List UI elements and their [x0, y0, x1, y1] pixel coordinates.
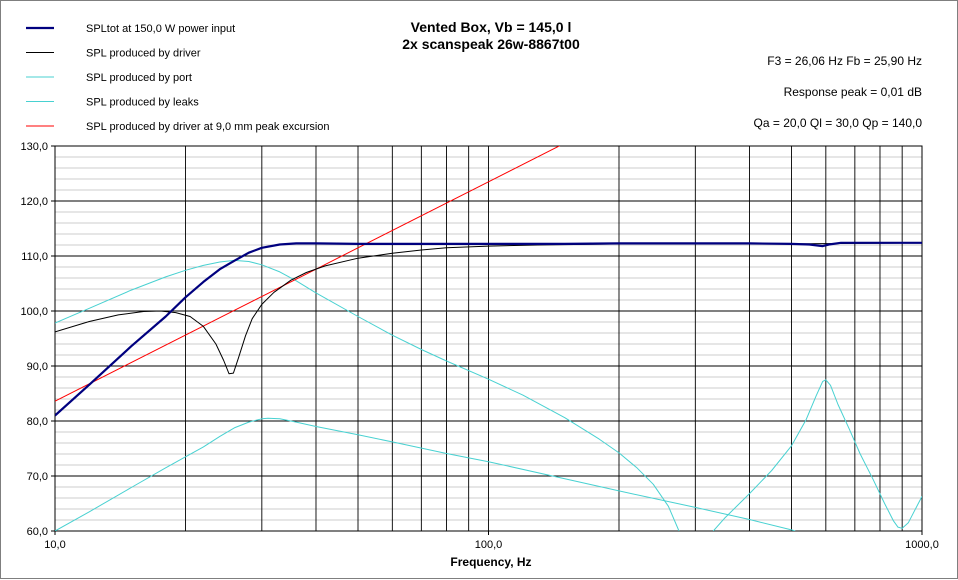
legend-label-1: SPL produced by driver — [86, 48, 201, 60]
y-tick-label: 130,0 — [20, 141, 48, 153]
x-tick-label: 1000,0 — [905, 539, 939, 551]
chart-title: Vented Box, Vb = 145,0 l — [411, 19, 572, 35]
y-tick-label: 70,0 — [27, 471, 48, 483]
annotation-response-peak: Response peak = 0,01 dB — [784, 85, 922, 99]
legend-label-2: SPL produced by port — [86, 72, 192, 84]
y-tick-label: 120,0 — [20, 196, 48, 208]
series-line-2 — [55, 259, 680, 531]
annotation-q-values: Qa = 20,0 Ql = 30,0 Qp = 140,0 — [754, 116, 923, 130]
x-tick-label: 10,0 — [44, 539, 65, 551]
y-tick-label: 110,0 — [21, 251, 48, 263]
x-tick-label: 100,0 — [475, 539, 503, 551]
annotation-f3-fb: F3 = 26,06 Hz Fb = 25,90 Hz — [767, 54, 922, 68]
series-line-4 — [712, 379, 922, 531]
y-tick-label: 60,0 — [27, 526, 48, 538]
y-axis: 60,0 70,0 80,0 90,0 100,0 110,0 120,0 130,0 — [20, 141, 55, 538]
y-tick-label: 100,0 — [20, 306, 48, 318]
y-tick-label: 90,0 — [27, 361, 48, 373]
series-line-5 — [55, 146, 561, 402]
legend-label-3: SPL produced by leaks — [86, 97, 199, 109]
y-tick-label: 80,0 — [27, 416, 48, 428]
legend: SPLtot at 150,0 W power input SPL produce… — [26, 23, 330, 133]
legend-label-0: SPLtot at 150,0 W power input — [86, 23, 235, 35]
grid — [55, 145, 922, 532]
chart-subtitle: 2x scanspeak 26w-8867t00 — [402, 36, 580, 52]
x-axis: 10,0 100,0 1000,0 — [44, 531, 939, 551]
legend-label-5: SPL produced by driver at 9,0 mm peak ex… — [86, 121, 330, 133]
series-lines — [55, 146, 922, 531]
series-line-3 — [55, 417, 796, 531]
x-axis-title: Frequency, Hz — [450, 555, 531, 569]
series-line-0 — [55, 241, 922, 417]
series-line-1 — [55, 242, 922, 375]
